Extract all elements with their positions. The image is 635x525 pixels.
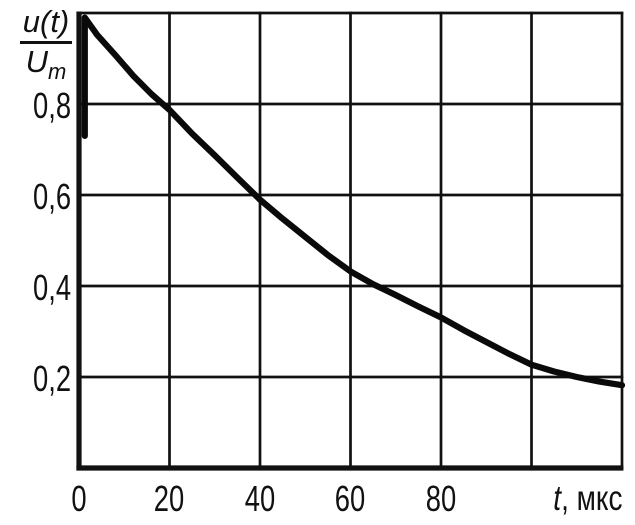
x-tick-60: 60	[305, 481, 395, 517]
y-axis-label: u(t) Um	[14, 5, 78, 83]
x-tick-60-text: 60	[334, 478, 366, 519]
x-tick-80-text: 80	[425, 478, 457, 519]
y-tick-0.8: 0,8	[0, 88, 71, 124]
x-axis-label: t, мкс	[430, 481, 622, 517]
x-tick-0-text: 0	[71, 478, 87, 519]
y-tick-0.4-text: 0,4	[32, 267, 71, 308]
axes	[76, 11, 624, 471]
y-axis-label-denominator-main: U	[25, 44, 49, 79]
y-axis-label-numerator: u(t)	[19, 5, 73, 44]
discharge-curve	[81, 14, 626, 389]
x-axis-label-symbol: t	[552, 479, 561, 518]
x-tick-20-text: 20	[153, 478, 185, 519]
x-axis-label-text: t, мкс	[553, 481, 622, 517]
gridlines	[77, 11, 624, 471]
y-tick-0.2: 0,2	[0, 361, 71, 397]
x-tick-80: 80	[396, 481, 486, 517]
y-axis-label-denominator: Um	[25, 44, 67, 83]
y-tick-0.6-text: 0,6	[32, 176, 71, 217]
x-tick-0: 0	[34, 481, 124, 517]
x-tick-20: 20	[124, 481, 214, 517]
y-tick-0.8-text: 0,8	[32, 85, 71, 126]
y-tick-0.2-text: 0,2	[32, 358, 71, 399]
x-tick-40: 40	[215, 481, 305, 517]
x-tick-40-text: 40	[244, 478, 276, 519]
x-axis-label-unit: , мкс	[560, 479, 622, 518]
y-axis-label-denominator-sub: m	[48, 59, 67, 85]
y-tick-0.6: 0,6	[0, 179, 71, 215]
y-tick-0.4: 0,4	[0, 270, 71, 306]
